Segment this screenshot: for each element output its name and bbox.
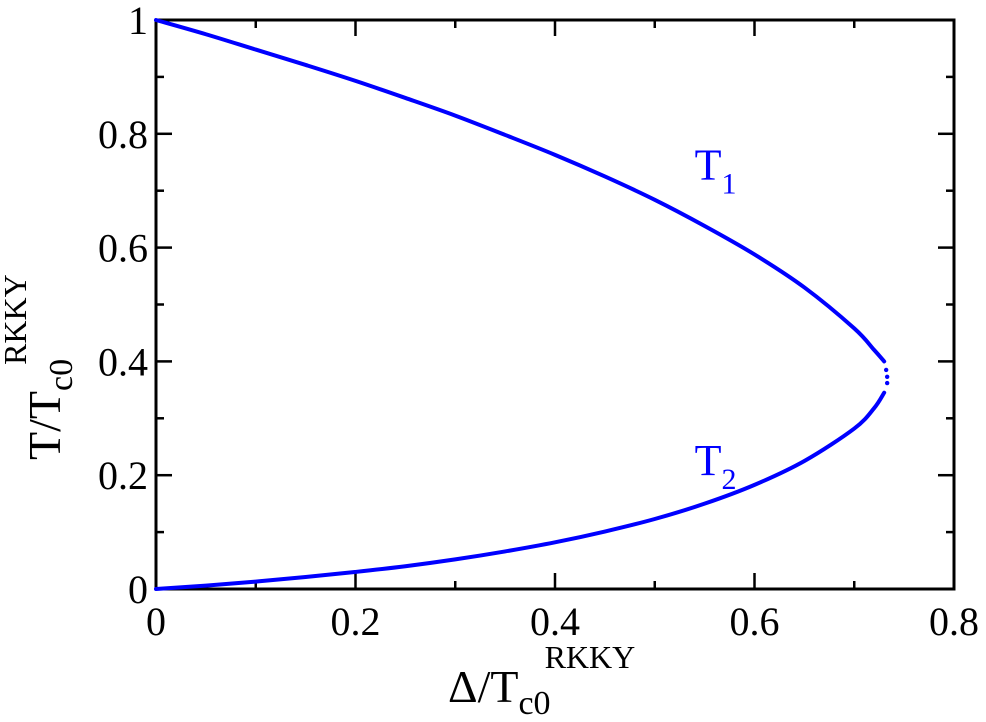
bridge-dot	[884, 374, 890, 379]
curve-label-main: T	[695, 436, 722, 485]
curve-label-sub: 1	[722, 167, 737, 200]
series-group	[154, 18, 890, 591]
x-tick-label: 0.6	[730, 599, 780, 644]
curve-label-main: T	[695, 140, 722, 189]
series-line-2	[154, 390, 887, 591]
curve-label-1: T1	[695, 140, 737, 200]
y-axis-title-sup: RKKY	[0, 274, 33, 365]
x-tick-label: 0.4	[530, 599, 580, 644]
bridge-dot	[884, 380, 890, 386]
x-axis-title-main: Δ/T	[448, 661, 518, 712]
x-axis-title: Δ/Tc0 RKKY	[448, 639, 635, 722]
curve-label-sub: 2	[722, 463, 737, 496]
y-tick-label: 0	[128, 567, 148, 612]
y-tick-label: 0.4	[98, 339, 148, 384]
y-axis-title: T/Tc0 RKKY	[0, 274, 80, 460]
x-tick-label: 0.2	[331, 599, 381, 644]
y-axis-title-sub: c0	[43, 359, 80, 391]
y-tick-label: 1	[128, 0, 148, 43]
series-line-1	[154, 18, 887, 364]
x-tick-label: 0	[146, 599, 166, 644]
y-tick-label: 0.2	[98, 453, 148, 498]
x-tick-label: 0.8	[929, 599, 979, 644]
curve-label-2: T2	[695, 436, 737, 496]
x-axis-title-sub: c0	[518, 685, 550, 722]
y-tick-label: 0.8	[98, 112, 148, 157]
tick-labels: 0 0.2 0.4 0.6 0.8 0 0.2 0.4 0.6 0.8 1	[98, 0, 979, 644]
axis-ticks	[154, 18, 956, 591]
bridge-dot	[883, 367, 889, 373]
plot-frame	[154, 18, 956, 591]
y-tick-label: 0.6	[98, 226, 148, 271]
y-axis-title-main: T/T	[19, 391, 70, 460]
x-axis-title-sup: RKKY	[545, 639, 636, 675]
